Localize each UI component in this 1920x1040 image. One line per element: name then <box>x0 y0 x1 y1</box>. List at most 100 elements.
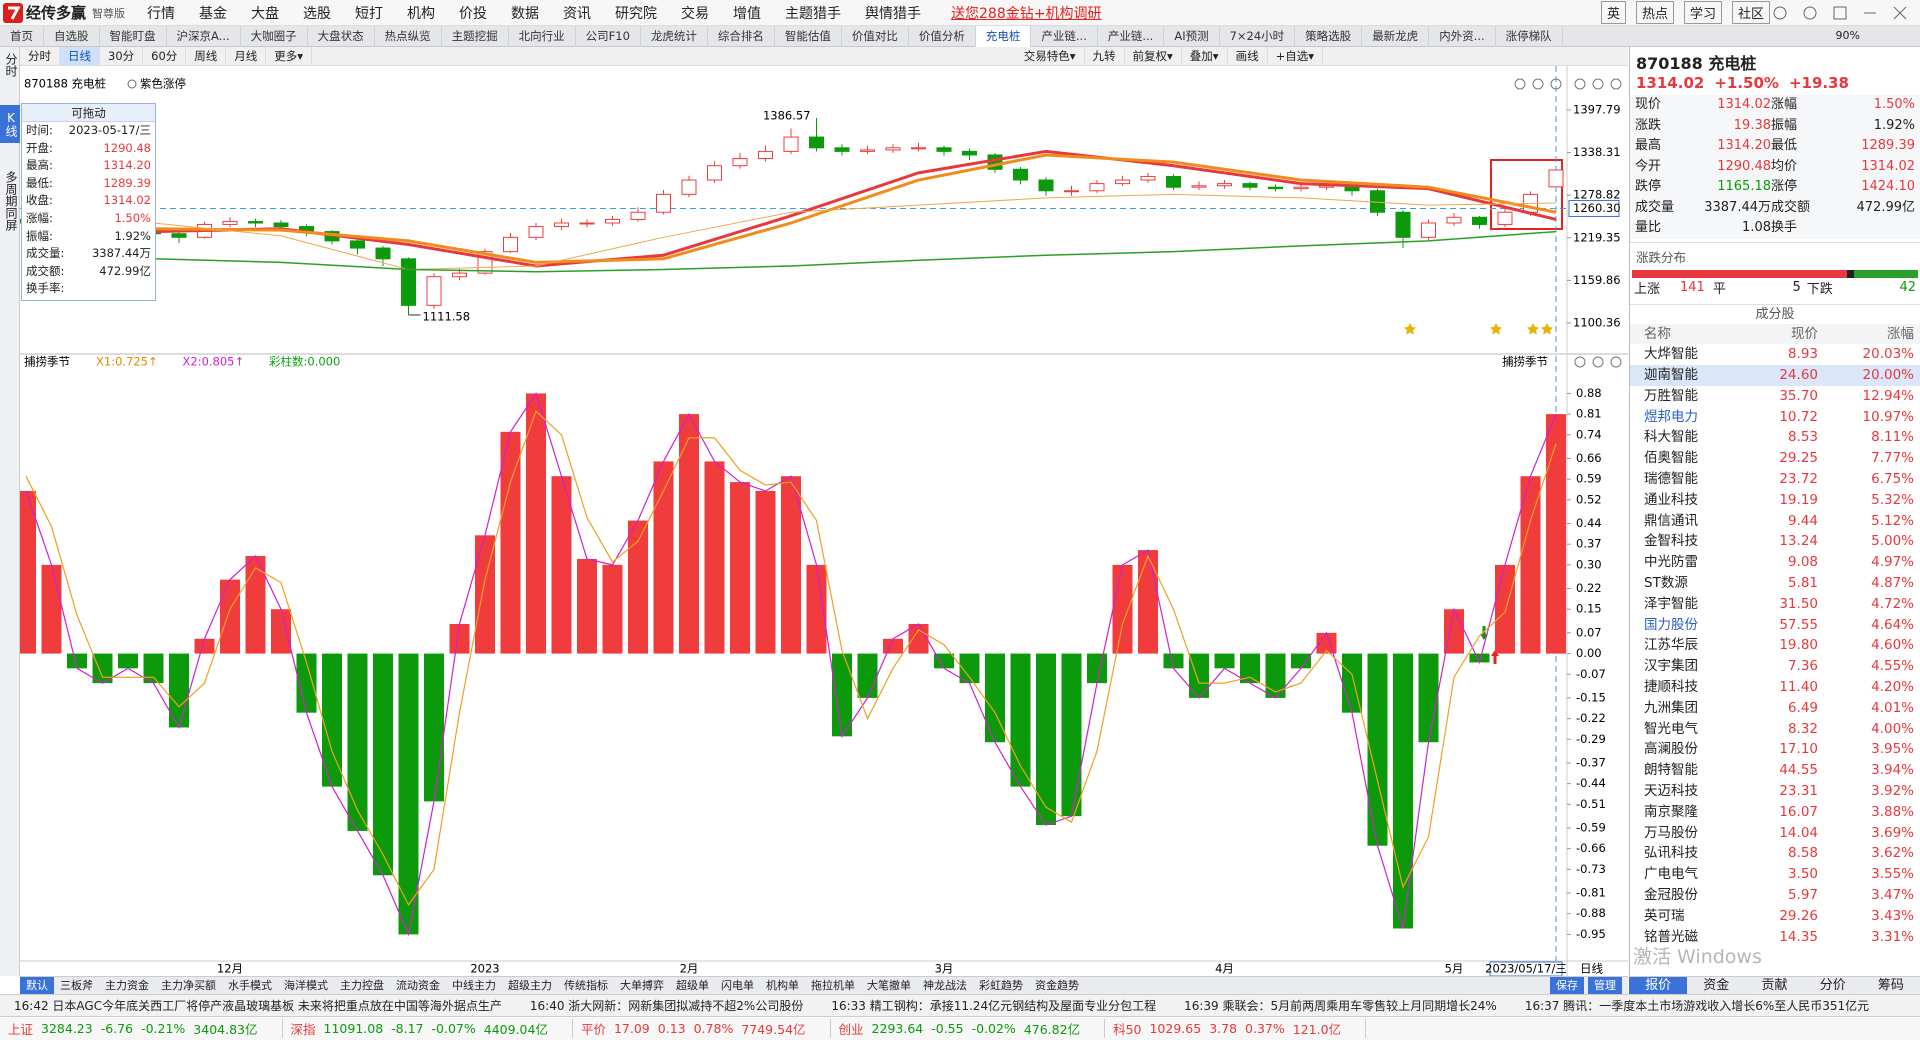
indicator-tab[interactable]: 传统指标 <box>564 979 608 992</box>
tab[interactable]: 主题挖掘 <box>442 25 509 47</box>
tool[interactable]: 叠加▾ <box>1182 46 1228 66</box>
tab[interactable]: 价值对比 <box>842 25 909 47</box>
tab[interactable]: 大咖圈子 <box>241 25 308 47</box>
indicator-tab[interactable]: 机构单 <box>766 979 799 992</box>
tab[interactable]: 7×24小时 <box>1220 25 1296 47</box>
indicator-tab[interactable]: 流动资金 <box>396 979 440 992</box>
tab[interactable]: 策略选股 <box>1295 25 1363 47</box>
constituent-row[interactable]: 金智科技 13.24 5.00% <box>1630 531 1920 552</box>
menu-item[interactable]: 舆情猎手 <box>865 5 922 22</box>
menu-right-item[interactable]: 英 <box>1600 1 1626 24</box>
constituent-row[interactable]: 佰奥智能 29.25 7.77% <box>1630 448 1920 469</box>
right-tab[interactable]: 分价 <box>1819 978 1846 993</box>
indicator-tab[interactable]: 三板斧 <box>60 979 93 992</box>
tab[interactable]: 北向行业 <box>509 25 576 47</box>
constituent-row[interactable]: 英可瑞 29.26 3.43% <box>1630 906 1920 927</box>
side-tab[interactable]: 分时 <box>4 53 18 77</box>
tab[interactable]: 充电桩 <box>975 25 1032 47</box>
period[interactable]: 月线 <box>226 46 267 66</box>
indicator-tab[interactable]: 水手模式 <box>228 979 272 992</box>
indicator-tab[interactable]: 中线主力 <box>452 979 496 992</box>
tab[interactable]: 大盘状态 <box>308 25 375 47</box>
constituent-row[interactable]: 中光防雷 9.08 4.97% <box>1630 552 1920 573</box>
tab[interactable]: 产业链... <box>1098 25 1165 47</box>
tab[interactable]: 产业链... <box>1031 25 1098 47</box>
right-tab[interactable]: 报价 <box>1629 977 1688 994</box>
constituent-row[interactable]: 万马股份 14.04 3.69% <box>1630 823 1920 844</box>
constituent-row[interactable]: 大烨智能 8.93 20.03% <box>1630 344 1920 365</box>
tab[interactable]: 综合排名 <box>708 25 775 47</box>
constituent-row[interactable]: 泽宇智能 31.50 4.72% <box>1630 594 1920 615</box>
indicator-tab[interactable]: 拖拉机单 <box>811 979 855 992</box>
menu-item[interactable]: 增值 <box>733 5 762 22</box>
indicator-tab[interactable]: 大单搏弈 <box>620 979 664 992</box>
news-item[interactable]: 16:42 日本AGC今年底关西工厂将停产液晶玻璃基板 未来将把重点放在中国等海… <box>14 999 502 1013</box>
constituent-row[interactable]: 九洲集团 6.49 4.01% <box>1630 698 1920 719</box>
side-tab[interactable]: K线 <box>0 105 20 143</box>
info-box[interactable]: 可拖动 时间: 2023-05-17/三 开盘: 1290.48 最高: 1314.20 最低… <box>21 103 156 301</box>
side-tab[interactable]: 多周期同屏 <box>4 171 18 231</box>
right-tab[interactable]: 资金 <box>1703 978 1730 993</box>
tool[interactable]: +自选▾ <box>1268 46 1323 66</box>
menu-item[interactable]: 交易 <box>681 5 710 22</box>
indicator-tab[interactable]: 大笔撤单 <box>867 979 911 992</box>
indicator-tab[interactable]: 闪电单 <box>721 979 754 992</box>
period[interactable]: 30分 <box>100 46 144 66</box>
indicator-tab[interactable]: 默认 <box>20 977 54 994</box>
constituent-row[interactable]: 铭普光磁 14.35 3.31% <box>1630 927 1920 948</box>
tab[interactable]: 沪深京A... <box>167 25 241 47</box>
constituent-row[interactable]: 瑞德智能 23.72 6.75% <box>1630 469 1920 490</box>
overlay-toggle[interactable] <box>127 79 137 89</box>
indicator-tab[interactable]: 主力资金 <box>105 979 149 992</box>
tab[interactable]: 首页 <box>0 25 44 47</box>
tab[interactable]: 内外资... <box>1429 25 1496 47</box>
menu-item[interactable]: 行情 <box>147 5 176 22</box>
menu-item[interactable]: 选股 <box>303 5 332 22</box>
right-tab[interactable]: 贡献 <box>1761 978 1788 993</box>
menu-item[interactable]: 短打 <box>355 5 384 22</box>
tab[interactable]: 自选股 <box>44 25 100 47</box>
menu-right-item[interactable]: 学习 <box>1683 1 1722 24</box>
tab[interactable]: 热点纵览 <box>375 25 442 47</box>
constituent-row[interactable]: 智光电气 8.32 4.00% <box>1630 719 1920 740</box>
right-tab[interactable]: 筹码 <box>1877 978 1904 993</box>
menu-item[interactable]: 价投 <box>459 5 488 22</box>
indicator-tab[interactable]: 资金趋势 <box>1035 979 1079 992</box>
constituent-row[interactable]: 金冠股份 5.97 3.47% <box>1630 885 1920 906</box>
constituent-row[interactable]: 捷顺科技 11.40 4.20% <box>1630 677 1920 698</box>
constituent-row[interactable]: 弘讯科技 8.58 3.62% <box>1630 843 1920 864</box>
constituent-row[interactable]: 科大智能 8.53 8.11% <box>1630 427 1920 448</box>
constituent-row[interactable]: ST数源 5.81 4.87% <box>1630 573 1920 594</box>
news-item[interactable]: 16:33 精工钢构：承接11.24亿元钢结构及屋面专业分包工程 <box>831 999 1157 1013</box>
indicator-tab[interactable]: 超级单 <box>676 979 709 992</box>
menu-item[interactable]: 研究院 <box>615 5 658 22</box>
indicator-tab[interactable]: 超级主力 <box>508 979 552 992</box>
news-item[interactable]: 16:39 乘联会：5月前两周乘用车零售较上月同期增长24% <box>1184 999 1497 1013</box>
constituent-row[interactable]: 万胜智能 35.70 12.94% <box>1630 386 1920 407</box>
indicator-tab[interactable]: 神龙战法 <box>923 979 967 992</box>
tab[interactable]: 龙虎统计 <box>641 25 708 47</box>
indicator-action[interactable]: 保存 <box>1550 977 1584 994</box>
constituent-row[interactable]: 国力股份 57.55 4.64% <box>1630 615 1920 636</box>
tool[interactable]: 交易特色▾ <box>1016 46 1085 66</box>
indicator-tab[interactable]: 主力控盘 <box>340 979 384 992</box>
menu-item[interactable]: 基金 <box>199 5 228 22</box>
tool[interactable]: 前复权▾ <box>1125 46 1182 66</box>
constituent-row[interactable]: 汉宇集团 7.36 4.55% <box>1630 656 1920 677</box>
indicator-tab[interactable]: 海洋模式 <box>284 979 328 992</box>
menu-item[interactable]: 数据 <box>511 5 540 22</box>
constituent-row[interactable]: 通业科技 19.19 5.32% <box>1630 490 1920 511</box>
tool[interactable]: 九转 <box>1085 46 1125 66</box>
constituent-row[interactable]: 煜邦电力 10.72 10.97% <box>1630 407 1920 428</box>
tab[interactable]: AI预测 <box>1164 25 1220 47</box>
constituent-row[interactable]: 天迈科技 23.31 3.92% <box>1630 781 1920 802</box>
constituent-row[interactable]: 迦南智能 24.60 20.00% <box>1630 365 1920 386</box>
tab[interactable]: 涨停梯队 <box>1496 25 1563 47</box>
period[interactable]: 60分 <box>143 46 187 66</box>
promo[interactable]: 送您288金钻+机构调研 <box>951 5 1102 22</box>
constituent-row[interactable]: 江苏华辰 19.80 4.60% <box>1630 635 1920 656</box>
tool[interactable]: 画线 <box>1228 46 1268 66</box>
indicator-tab[interactable]: 主力净买额 <box>161 979 216 992</box>
menu-item[interactable]: 大盘 <box>251 5 280 22</box>
constituent-row[interactable]: 南京聚隆 16.07 3.88% <box>1630 802 1920 823</box>
